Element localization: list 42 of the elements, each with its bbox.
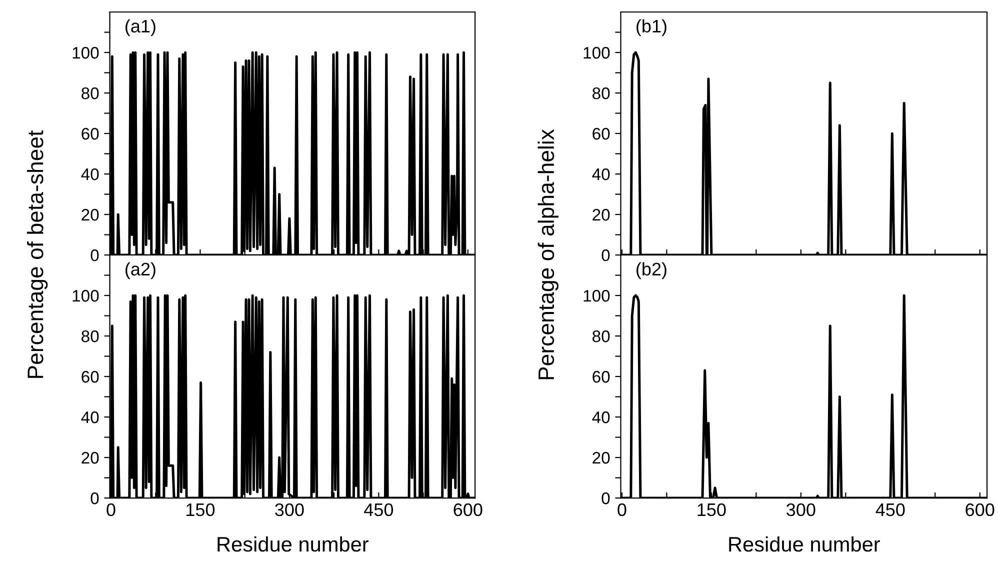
x-axis-title: Residue number bbox=[729, 536, 880, 552]
x-tick-label: 450 bbox=[876, 503, 905, 516]
y-tick-label: 60 bbox=[592, 128, 610, 140]
y-tick-label: 100 bbox=[72, 46, 99, 59]
y-tick-label: 40 bbox=[81, 411, 99, 424]
y-tick-label: 80 bbox=[592, 87, 610, 100]
x-axis-title: Residue number bbox=[218, 536, 369, 552]
y-tick-label: 80 bbox=[82, 330, 99, 342]
x-tick-label: 150 bbox=[698, 503, 726, 516]
y-tick-label: 20 bbox=[82, 208, 99, 221]
y-tick-label: 40 bbox=[592, 411, 610, 424]
y-tick-label: 60 bbox=[82, 128, 99, 140]
x-tick-label: 450 bbox=[364, 503, 394, 516]
y-tick-label: 20 bbox=[82, 452, 99, 464]
x-tick-label: 300 bbox=[275, 503, 304, 516]
x-tick-label: 300 bbox=[786, 503, 816, 516]
y-tick-label: 100 bbox=[72, 290, 99, 302]
x-tick-label: 600 bbox=[454, 503, 482, 516]
y-tick-label: 80 bbox=[82, 87, 99, 100]
y-tick-label: 100 bbox=[584, 290, 610, 302]
y-tick-label: 40 bbox=[592, 168, 610, 180]
y-tick-label: 0 bbox=[602, 492, 610, 504]
annotation: (b2) bbox=[636, 262, 666, 280]
y-tick-label: 60 bbox=[592, 370, 610, 383]
x-tick-label: 0 bbox=[106, 503, 116, 516]
y-tick-label: 60 bbox=[82, 370, 99, 383]
y-tick-label: 0 bbox=[90, 492, 99, 504]
y-tick-label: 100 bbox=[584, 46, 610, 59]
y-tick-label: 20 bbox=[592, 452, 610, 464]
x-tick-label: 0 bbox=[618, 503, 626, 516]
x-tick-label: 600 bbox=[966, 503, 994, 516]
y-tick-label: 0 bbox=[602, 249, 610, 262]
y-tick-label: 0 bbox=[90, 249, 99, 262]
y-axis-title: Percentage of alpha-helix bbox=[538, 129, 558, 380]
annotation: (a2) bbox=[126, 262, 156, 280]
x-tick-label: 150 bbox=[186, 503, 215, 516]
y-axis-title: Percentage of beta-sheet bbox=[26, 130, 48, 378]
annotation: (b1) bbox=[636, 19, 666, 36]
y-tick-label: 80 bbox=[592, 330, 610, 342]
annotation: (a1) bbox=[126, 19, 156, 36]
y-tick-label: 20 bbox=[592, 208, 610, 221]
y-tick-label: 40 bbox=[81, 168, 99, 180]
